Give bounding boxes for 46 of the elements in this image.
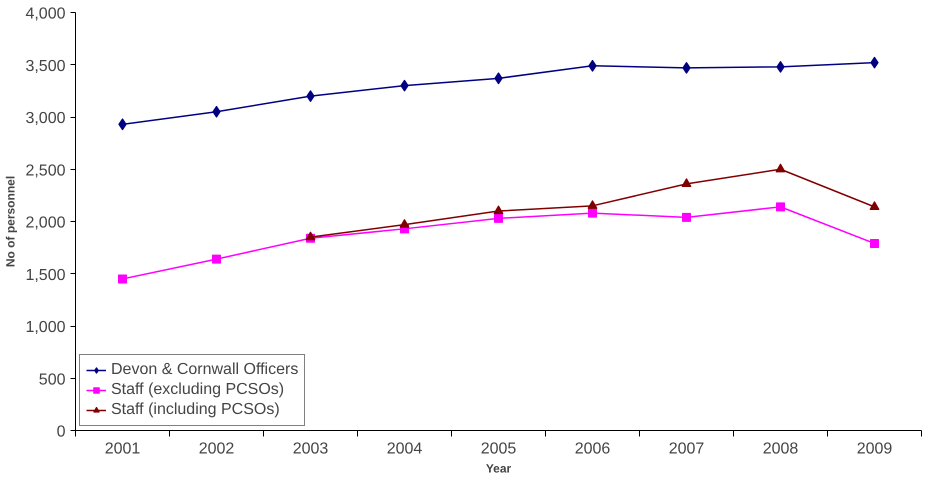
x-tick-label: 2006 [574,440,610,458]
y-tick-label: 2,000 [25,214,66,232]
point [870,201,880,210]
y-tick-label: 3,500 [25,58,66,75]
x-tick-label: 2001 [104,440,140,458]
x-tick-label: 2007 [668,440,704,458]
legend-label: Devon & Cornwall Officers [111,361,298,379]
y-tick-label: 1,500 [25,266,66,284]
point [118,274,127,284]
point [306,90,315,102]
x-tick-label: 2002 [198,440,234,458]
y-tick-label: 0 [56,424,66,440]
point [494,214,503,223]
point [212,254,221,264]
x-tick-label: 2004 [386,440,422,458]
point [212,106,221,118]
x-axis-title: Year [486,462,512,476]
point [682,212,691,222]
point [588,208,597,218]
point [776,164,786,172]
y-tick-label: 2,500 [25,162,66,180]
y-axis-title: No of personnel [3,176,18,268]
point [494,205,504,214]
point [400,80,409,92]
point [588,60,597,72]
point [400,218,410,228]
legend-label: Staff (excluding PCSOs) [111,381,284,399]
point [870,238,879,248]
point [682,62,691,74]
y-tick-label: 500 [38,371,66,388]
point [118,118,127,130]
point [682,178,692,187]
x-tick-label: 2009 [856,440,892,458]
legend-label: Staff (including PCSOs) [111,401,280,419]
point [306,231,316,240]
point [494,72,503,84]
y-tick-label: 1,000 [25,319,66,336]
point [870,56,879,69]
x-tick-label: 2005 [480,440,516,458]
y-tick-label: 3,000 [25,110,66,127]
x-tick-label: 2003 [292,440,328,458]
y-tick-label: 4,000 [25,6,66,22]
x-tick-label: 2008 [762,440,798,458]
point [776,202,785,212]
point [588,200,598,209]
point [776,60,785,73]
